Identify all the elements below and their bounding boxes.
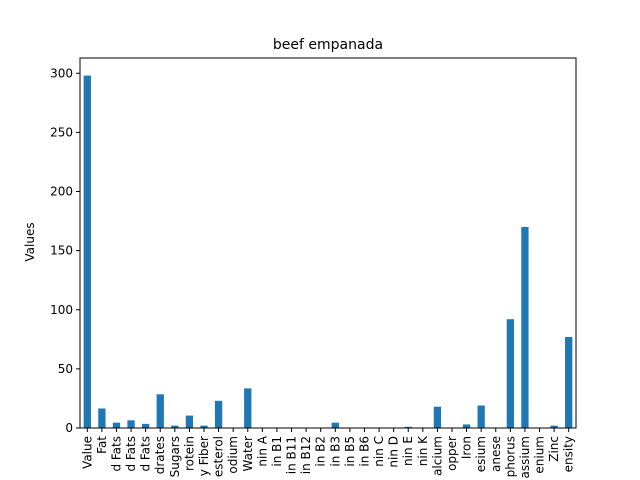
bar bbox=[98, 408, 106, 428]
x-tick-label: Value bbox=[80, 436, 94, 469]
x-tick-label: in B12 bbox=[299, 436, 313, 474]
x-tick-label: Sugars bbox=[168, 436, 182, 477]
bar bbox=[462, 424, 471, 428]
y-tick-label: 50 bbox=[58, 362, 73, 376]
x-tick-label: anese bbox=[489, 436, 503, 472]
bar bbox=[521, 226, 529, 428]
x-tick-label: y Fiber bbox=[197, 436, 211, 476]
x-tick-label: in B1 bbox=[270, 436, 284, 467]
bar bbox=[112, 422, 121, 428]
x-tick-label: d Fats bbox=[139, 436, 153, 472]
bar bbox=[565, 336, 573, 428]
bar bbox=[433, 406, 442, 428]
y-axis: 0 50 100 150 200 250 300 bbox=[50, 66, 80, 435]
x-tick-label: drates bbox=[153, 436, 167, 474]
x-tick-label: nin A bbox=[255, 435, 269, 466]
y-axis-label: Values bbox=[23, 222, 37, 261]
bar bbox=[331, 422, 339, 428]
x-tick-label: nin C bbox=[372, 436, 386, 467]
y-tick-label: 100 bbox=[50, 303, 73, 317]
x-tick-label: esium bbox=[474, 436, 488, 472]
x-tick-label: ensity bbox=[562, 436, 576, 472]
y-tick-label: 0 bbox=[65, 421, 73, 435]
chart-title: beef empanada bbox=[273, 37, 383, 53]
x-axis: Value Fat d Fats d Fats d Fats drates Sugars ro… bbox=[80, 428, 576, 479]
x-tick-label: Water bbox=[241, 436, 255, 472]
bar bbox=[214, 400, 223, 428]
bar bbox=[127, 420, 135, 428]
y-tick-label: 300 bbox=[50, 66, 73, 80]
bar bbox=[477, 405, 485, 428]
x-tick-label: d Fats bbox=[124, 436, 138, 472]
plot-frame bbox=[79, 57, 577, 429]
x-tick-label: esterol bbox=[212, 436, 226, 477]
x-tick-label: enium bbox=[533, 436, 547, 474]
x-tick-label: opper bbox=[445, 436, 459, 471]
x-tick-label: rotein bbox=[182, 436, 196, 471]
x-tick-label: odium bbox=[226, 436, 240, 474]
x-tick-label: assium bbox=[518, 436, 532, 479]
x-tick-label: d Fats bbox=[109, 436, 123, 472]
x-tick-label: Fat bbox=[95, 436, 109, 454]
bar bbox=[550, 425, 558, 428]
x-tick-label: nin E bbox=[401, 436, 415, 466]
bar bbox=[156, 394, 164, 428]
bar bbox=[244, 388, 252, 428]
x-tick-label: Iron bbox=[460, 436, 474, 459]
x-tick-label: alcium bbox=[430, 436, 444, 476]
y-tick-label: 150 bbox=[50, 244, 73, 258]
x-tick-label: in B11 bbox=[285, 436, 299, 474]
x-tick-label: nin K bbox=[416, 435, 430, 466]
y-tick-label: 200 bbox=[50, 185, 73, 199]
x-tick-label: nin D bbox=[387, 436, 401, 468]
bar bbox=[142, 423, 150, 428]
x-tick-label: in B6 bbox=[357, 436, 371, 467]
bar bbox=[506, 319, 514, 428]
x-tick-label: in B3 bbox=[328, 436, 342, 467]
bar bbox=[200, 425, 208, 428]
x-tick-label: Zinc bbox=[547, 436, 561, 462]
bar bbox=[83, 75, 91, 429]
y-tick-label: 250 bbox=[50, 125, 73, 139]
bar bbox=[404, 426, 412, 428]
bar bbox=[185, 415, 194, 428]
bars-group bbox=[83, 75, 573, 429]
bar bbox=[171, 425, 179, 428]
x-tick-label: in B2 bbox=[314, 436, 328, 467]
x-tick-label: in B5 bbox=[343, 436, 357, 467]
x-tick-label: phorus bbox=[503, 436, 517, 477]
